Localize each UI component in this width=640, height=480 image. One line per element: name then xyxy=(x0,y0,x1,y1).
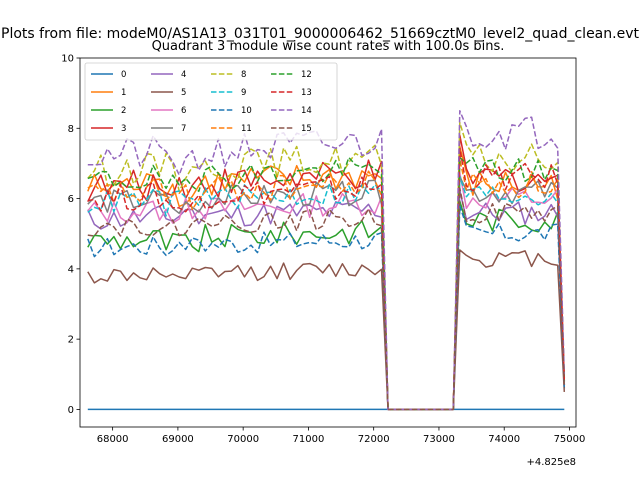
legend-label-7: 7 xyxy=(181,124,186,134)
y-axis: 0 2 4 6 8 10 xyxy=(61,54,80,416)
legend-label-2: 2 xyxy=(121,106,126,116)
series-line-2 xyxy=(87,200,566,411)
x-offset-label: +4.825e8 xyxy=(526,457,576,468)
legend-frame xyxy=(84,62,338,141)
legend-label-10: 10 xyxy=(241,106,252,116)
y-tick-label: 8 xyxy=(68,124,74,135)
figure-suptitle: Plots from file: modeM0/AS1A13_031T01_90… xyxy=(1,26,639,42)
x-tick-label: 72000 xyxy=(358,434,390,445)
x-tick-label: 68000 xyxy=(97,434,129,445)
x-tick-label: 74000 xyxy=(488,434,520,445)
y-tick-label: 2 xyxy=(68,335,74,346)
legend-label-11: 11 xyxy=(241,124,252,134)
legend-label-13: 13 xyxy=(301,88,312,98)
legend-label-14: 14 xyxy=(301,106,312,116)
series-line-9 xyxy=(87,175,566,411)
series-line-10 xyxy=(87,205,566,411)
legend-label-6: 6 xyxy=(181,106,186,116)
legend-label-0: 0 xyxy=(121,70,126,80)
axes-frame xyxy=(79,57,577,428)
series-line-4 xyxy=(87,189,566,411)
legend-label-8: 8 xyxy=(241,70,246,80)
series-line-7 xyxy=(87,175,566,411)
legend-label-9: 9 xyxy=(241,88,246,98)
x-tick-label: 73000 xyxy=(423,434,455,445)
legend-label-3: 3 xyxy=(121,124,126,134)
legend-label-5: 5 xyxy=(181,88,186,98)
series-line-13 xyxy=(87,147,566,411)
chart-title: Quadrant 3 module wise count rates with … xyxy=(152,39,505,54)
y-tick-label: 6 xyxy=(68,194,74,205)
legend-label-4: 4 xyxy=(181,70,186,80)
y-tick-label: 10 xyxy=(61,54,74,65)
legend-label-12: 12 xyxy=(301,70,312,80)
legend-label-15: 15 xyxy=(301,124,312,134)
x-axis: 68000 69000 70000 71000 72000 73000 74000 75000 xyxy=(97,427,586,445)
y-tick-label: 4 xyxy=(68,264,74,275)
x-tick-label: 71000 xyxy=(293,434,325,445)
series-line-15 xyxy=(87,187,566,411)
series-line-12 xyxy=(87,156,566,411)
x-tick-label: 69000 xyxy=(162,434,194,445)
x-tick-label: 70000 xyxy=(227,434,259,445)
legend-label-1: 1 xyxy=(121,88,126,98)
x-tick-label: 75000 xyxy=(554,434,586,445)
series-line-5 xyxy=(87,249,566,411)
y-tick-label: 0 xyxy=(68,405,74,416)
series-line-11 xyxy=(87,158,566,411)
